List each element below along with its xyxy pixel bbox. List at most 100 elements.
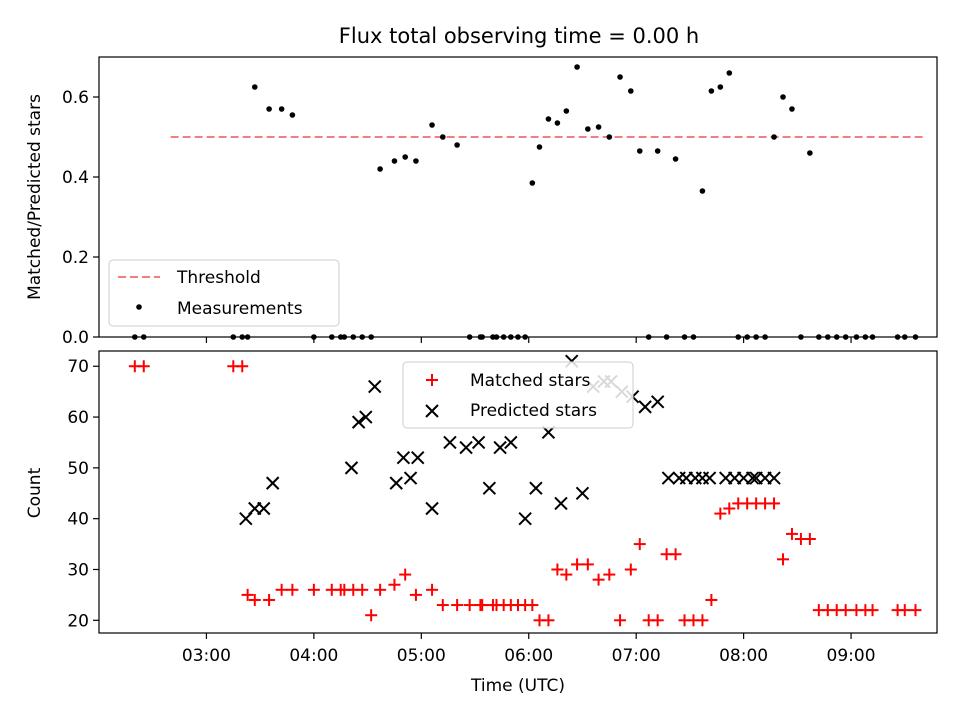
matched-star-point <box>286 583 299 596</box>
predicted-star-point <box>411 450 425 465</box>
measurement-point <box>554 120 561 126</box>
matched-star-point <box>388 578 401 591</box>
predicted-star-point-b <box>638 400 652 414</box>
measurement-point <box>574 64 580 70</box>
predicted-star-point-b <box>518 511 532 526</box>
matched-star-point <box>603 568 616 581</box>
predicted-star-point-b <box>389 476 403 490</box>
matched-star-point <box>581 558 594 571</box>
measurement-point <box>391 158 398 164</box>
matched-star-point <box>275 583 288 596</box>
measurement-point <box>377 166 383 172</box>
top-y-tick-label: 0.6 <box>62 88 89 108</box>
matched-star-point <box>651 614 664 627</box>
measurement-point <box>545 116 552 122</box>
top-y-tick-label: 0.2 <box>62 248 89 268</box>
predicted-star-point-b <box>368 379 382 394</box>
measurement-point <box>789 106 795 112</box>
bottom-legend-box <box>402 361 634 429</box>
top-axes-frame <box>98 56 938 338</box>
bottom-y-tick-label: 20 <box>67 611 89 631</box>
measurement-point <box>807 150 813 156</box>
matched-star-point <box>785 527 798 540</box>
predicted-star-point <box>554 496 568 511</box>
matched-star-point <box>551 563 564 576</box>
predicted-star-point <box>702 471 717 485</box>
x-tick-label: 07:00 <box>612 646 661 666</box>
measurement-point <box>266 106 272 112</box>
top-y-ticks: 0.0 0.2 0.4 0.6 <box>62 88 99 348</box>
bottom-y-tick-label: 70 <box>67 357 89 377</box>
predicted-star-point-b <box>396 450 411 465</box>
predicted-star-point <box>344 461 359 475</box>
predicted-star-point <box>389 476 403 490</box>
predicted-star-point <box>257 501 271 516</box>
matched-star-point <box>356 583 369 596</box>
threshold-legend-label: Threshold <box>176 268 261 288</box>
predicted-star-point-b <box>471 435 486 450</box>
matched-star-point <box>374 583 387 596</box>
matched-star-point <box>365 609 378 622</box>
matched-star-point <box>137 360 150 373</box>
x-tick-label: 08:00 <box>719 646 768 666</box>
predicted-star-point <box>661 471 676 485</box>
x-tick-label: 04:00 <box>289 646 338 666</box>
predicted-star-point-b <box>265 476 280 490</box>
matched-star-point <box>803 533 816 545</box>
predicted-star-point-b <box>359 410 373 424</box>
predicted-star-point <box>529 481 543 495</box>
measurement-point <box>771 134 777 140</box>
matched-star-point <box>696 614 709 627</box>
predicted-star-point <box>767 471 781 485</box>
matched-legend-label: Matched stars <box>470 371 590 391</box>
predicted-star-point-b <box>344 461 359 475</box>
measurement-point <box>529 180 536 186</box>
matched-star-point <box>248 593 261 606</box>
matched-star-point <box>560 568 573 581</box>
predicted-star-point-b <box>529 481 543 495</box>
bottom-y-ticks: 20 30 40 50 60 70 <box>67 357 99 631</box>
measurement-point <box>429 122 435 128</box>
predicted-star-point <box>504 435 518 450</box>
predicted-star-point <box>368 379 382 394</box>
predicted-star-point <box>265 476 280 490</box>
measurement-point <box>595 124 602 130</box>
matched-star-point <box>768 497 781 510</box>
measurement-point <box>606 134 613 140</box>
predicted-star-point <box>359 410 373 424</box>
matched-star-point <box>307 583 320 596</box>
matched-star-point <box>777 553 790 566</box>
bottom-y-tick-label: 30 <box>67 560 89 580</box>
measurement-point <box>413 158 419 164</box>
matched-star-point <box>542 614 555 627</box>
predicted-star-point <box>482 481 497 495</box>
measurement-point <box>563 108 570 114</box>
x-tick-label: 06:00 <box>504 646 553 666</box>
predicted-star-point <box>403 471 418 485</box>
predicted-legend-marker <box>425 404 439 418</box>
matched-star-point <box>909 604 922 617</box>
top-chart-title: Flux total observing time = 0.00 h <box>339 24 699 48</box>
predicted-star-point <box>443 435 457 450</box>
bottom-y-axis-label: Count <box>25 467 45 518</box>
matched-star-point <box>624 563 637 576</box>
predicted-star-point-b <box>443 435 457 450</box>
top-legend-box <box>108 259 340 327</box>
matched-star-point <box>614 614 627 627</box>
predicted-star-point-b <box>767 471 781 485</box>
matched-star-point <box>409 588 422 601</box>
predicted-star-point-b <box>403 471 418 485</box>
matched-star-point <box>426 583 439 596</box>
x-tick-label: 09:00 <box>827 646 876 666</box>
predicted-star-point-b <box>504 435 518 450</box>
predicted-star-point-b <box>661 471 676 485</box>
predicted-star-point-b <box>745 471 760 485</box>
top-legend: Threshold Measurements <box>108 259 340 327</box>
predicted-star-point-b <box>554 496 568 511</box>
measurement-point <box>402 154 408 160</box>
predicted-star-point-b <box>257 501 271 516</box>
matched-star-point <box>669 548 682 561</box>
